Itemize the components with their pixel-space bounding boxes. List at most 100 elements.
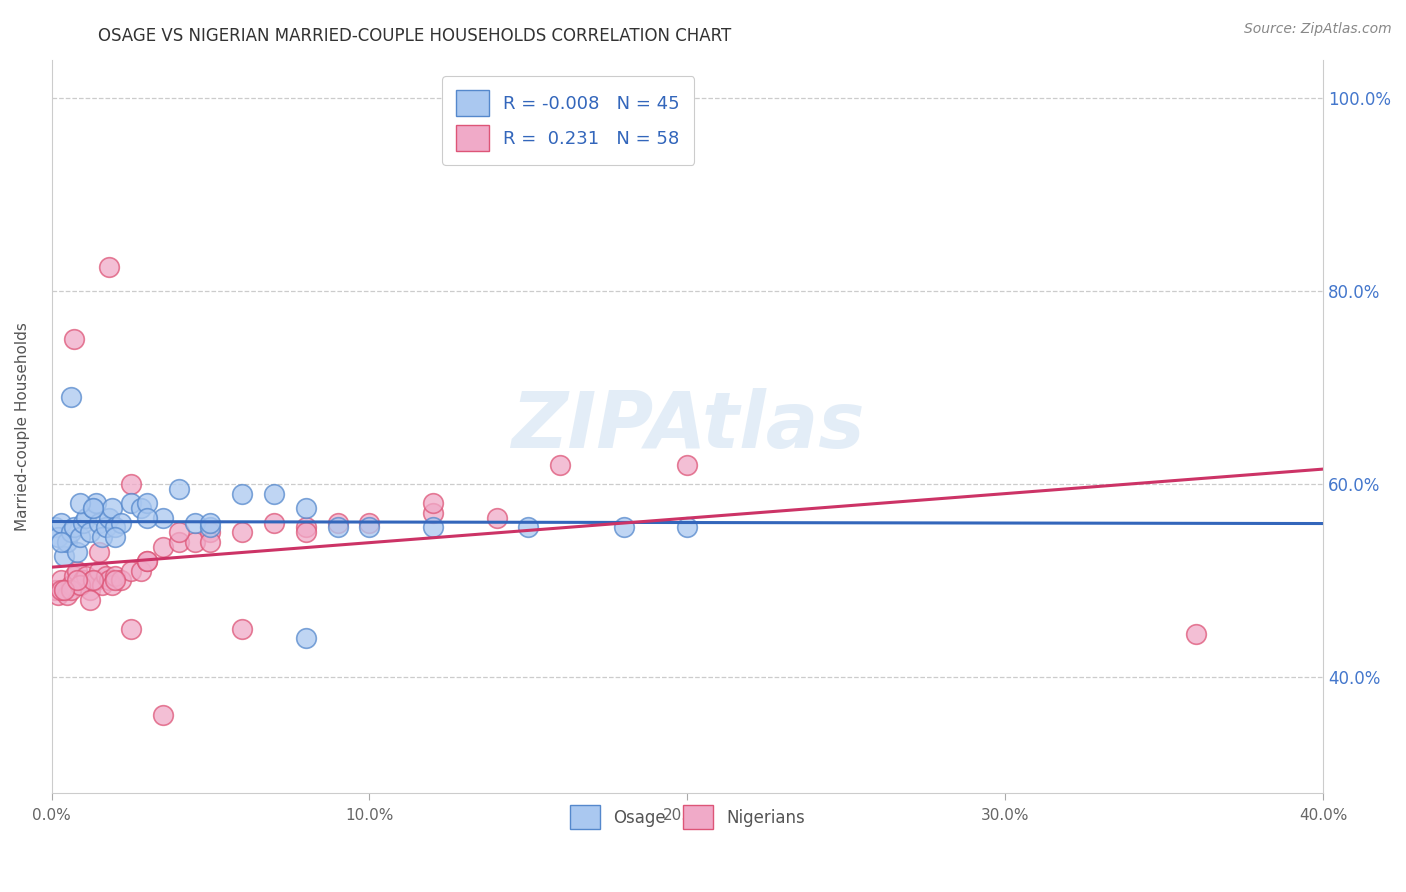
Point [76, 510, 98, 524]
Point [94, 568, 117, 582]
Point [49, 516, 72, 530]
Point [69, 578, 91, 592]
Point [84, 496, 107, 510]
Point [53, 583, 76, 598]
Point [485, 510, 508, 524]
Point [69, 578, 91, 592]
Point [56, 588, 79, 602]
Point [97, 260, 120, 274]
Point [200, 525, 222, 540]
Point [295, 501, 318, 516]
Point [152, 708, 174, 723]
Point [82, 574, 104, 588]
Point [101, 501, 124, 516]
Point [53, 583, 76, 598]
Point [200, 520, 222, 534]
Point [89, 516, 111, 530]
Point [82, 501, 104, 516]
Point [295, 632, 318, 646]
Point [263, 516, 285, 530]
Point [359, 520, 381, 534]
Point [152, 540, 174, 554]
Point [44, 520, 66, 534]
Point [104, 520, 127, 534]
Point [548, 458, 571, 472]
Point [231, 622, 253, 636]
Point [53, 549, 76, 564]
Point [120, 477, 142, 491]
Point [91, 530, 114, 544]
Point [62, 332, 84, 346]
Point [97, 510, 120, 524]
Point [135, 554, 157, 568]
Point [120, 564, 142, 578]
Point [676, 458, 699, 472]
Point [231, 525, 253, 540]
Point [1185, 626, 1208, 640]
Point [46, 588, 69, 602]
Point [82, 501, 104, 516]
Point [59, 390, 82, 404]
Point [49, 534, 72, 549]
Point [44, 583, 66, 598]
Y-axis label: Married-couple Households: Married-couple Households [15, 322, 30, 531]
Point [200, 516, 222, 530]
Point [167, 482, 190, 496]
Point [79, 583, 101, 598]
Text: Source: ZipAtlas.com: Source: ZipAtlas.com [1244, 22, 1392, 37]
Point [82, 574, 104, 588]
Point [101, 578, 124, 592]
Point [295, 525, 318, 540]
Point [79, 592, 101, 607]
Point [104, 530, 127, 544]
Point [46, 530, 69, 544]
Point [167, 534, 190, 549]
Point [263, 486, 285, 500]
Point [72, 516, 94, 530]
Point [69, 496, 91, 510]
Point [167, 525, 190, 540]
Point [326, 516, 349, 530]
Point [89, 544, 111, 558]
Point [49, 574, 72, 588]
Point [183, 534, 205, 549]
Point [231, 486, 253, 500]
Point [135, 496, 157, 510]
Point [517, 520, 540, 534]
Point [422, 506, 444, 520]
Point [104, 574, 127, 588]
Point [295, 520, 318, 534]
Point [120, 496, 142, 510]
Legend: Osage, Nigerians: Osage, Nigerians [564, 798, 811, 836]
Point [110, 574, 132, 588]
Text: ZIPAtlas: ZIPAtlas [510, 388, 865, 464]
Point [135, 554, 157, 568]
Point [676, 520, 699, 534]
Point [56, 534, 79, 549]
Point [94, 520, 117, 534]
Point [110, 516, 132, 530]
Point [59, 583, 82, 598]
Point [89, 564, 111, 578]
Point [422, 496, 444, 510]
Point [66, 544, 89, 558]
Point [66, 574, 89, 588]
Point [49, 583, 72, 598]
Point [104, 568, 127, 582]
Point [72, 574, 94, 588]
Text: OSAGE VS NIGERIAN MARRIED-COUPLE HOUSEHOLDS CORRELATION CHART: OSAGE VS NIGERIAN MARRIED-COUPLE HOUSEHO… [98, 27, 731, 45]
Point [129, 501, 152, 516]
Point [120, 622, 142, 636]
Point [62, 568, 84, 582]
Point [76, 568, 98, 582]
Point [129, 564, 152, 578]
Point [84, 574, 107, 588]
Point [200, 534, 222, 549]
Point [62, 520, 84, 534]
Point [59, 578, 82, 592]
Point [613, 520, 636, 534]
Point [91, 578, 114, 592]
Point [183, 516, 205, 530]
Point [66, 564, 89, 578]
Point [59, 525, 82, 540]
